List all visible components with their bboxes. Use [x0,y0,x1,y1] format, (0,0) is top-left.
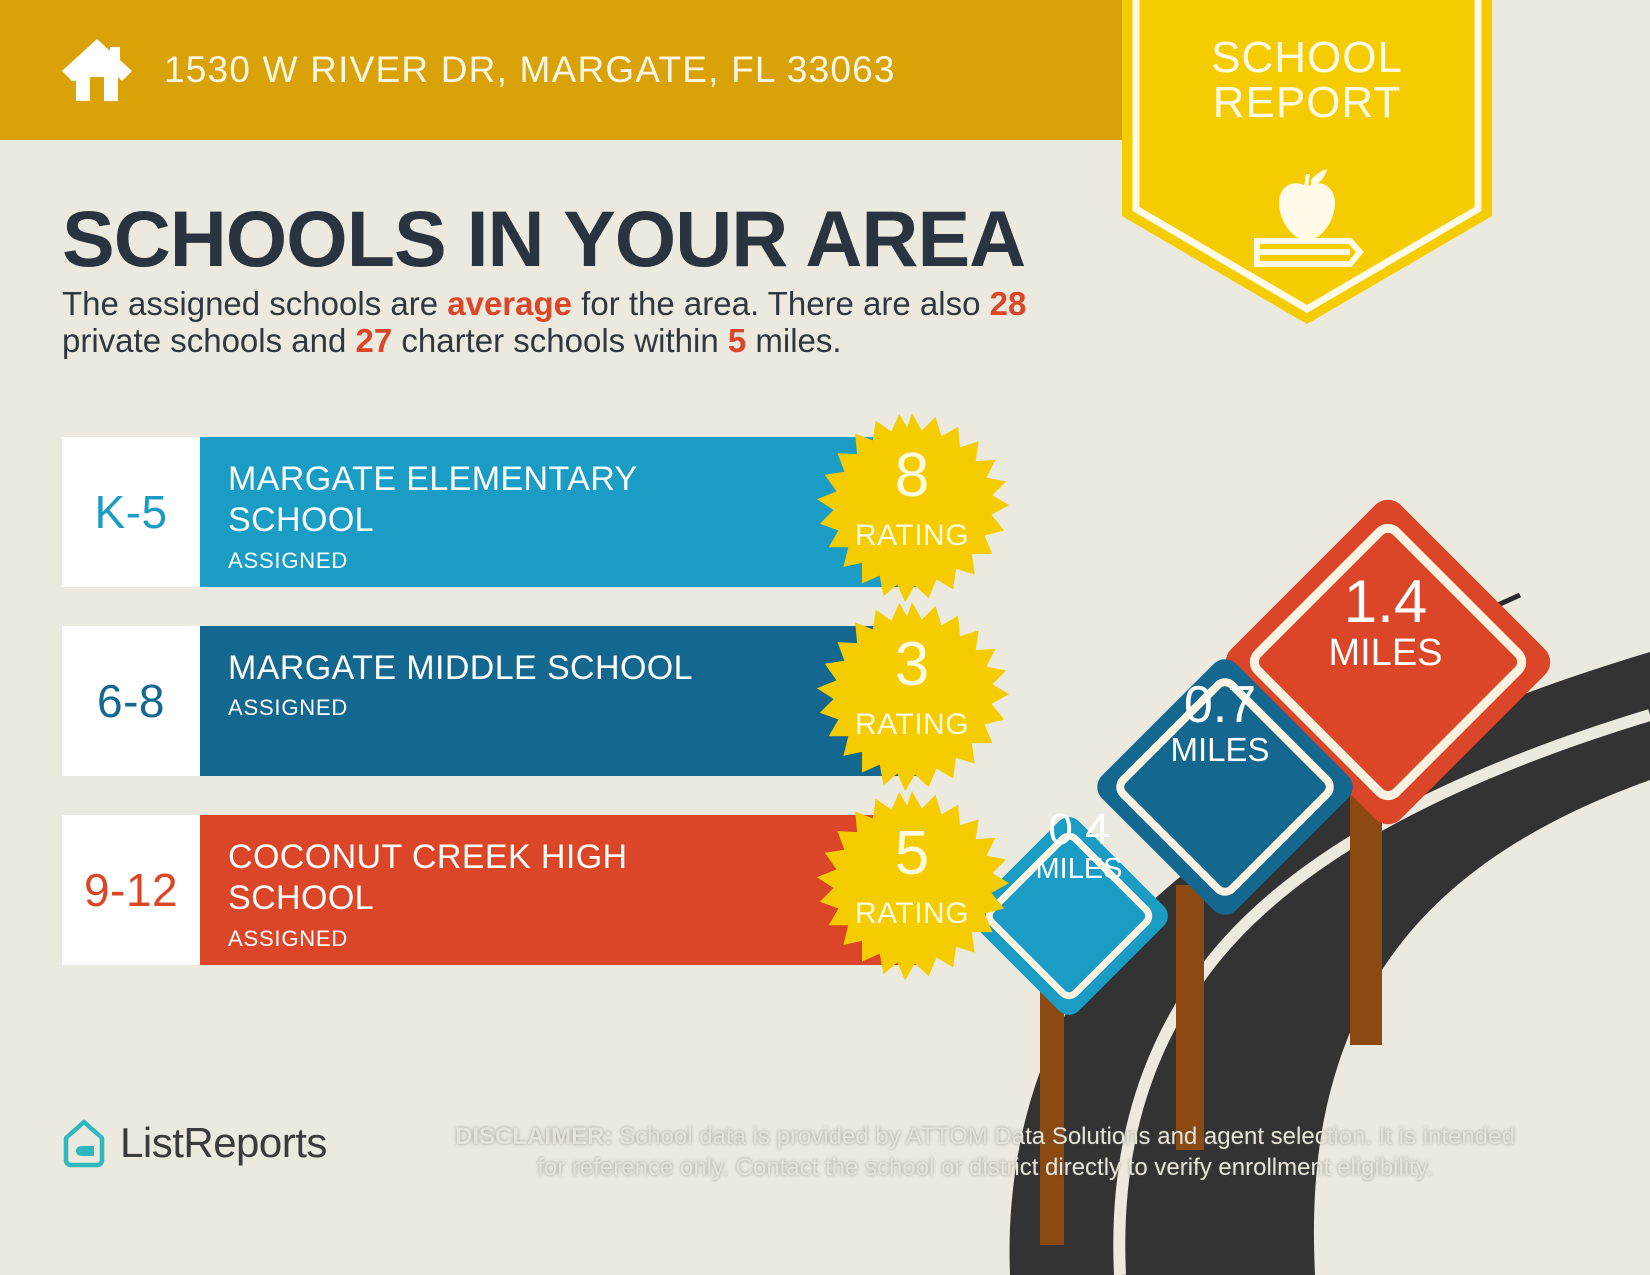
grade-card: K-5 [62,437,200,587]
school-status: ASSIGNED [228,695,349,721]
rating-starburst: 8 RATING [814,411,1010,607]
subtitle-highlight-radius: 5 [727,321,747,359]
grade-card: 9-12 [62,815,200,965]
school-name: MARGATE ELEMENTARY SCHOOL [228,460,637,540]
subtitle-part-1: The assigned schools are [62,285,448,322]
grade-label: 6-8 [97,675,165,727]
road-center-line [1113,709,1650,1275]
school-list: K-5 MARGATE ELEMENTARY SCHOOL ASSIGNED 8… [62,412,1010,1004]
grade-card: 6-8 [62,626,200,776]
page-title: SCHOOLS IN YOUR AREA [62,194,1026,283]
road-sign-0-4 [970,817,1168,1015]
badge-line-2: REPORT [1212,77,1402,127]
disclaimer-text: School data is provided by ATTOM Data So… [537,1123,1515,1181]
page-subtitle: The assigned schools are average for the… [62,285,1122,360]
badge-text: SCHOOL REPORT [1122,33,1492,127]
home-icon [62,39,132,101]
house-outline-icon [63,1119,105,1168]
starburst-shape [816,601,1010,792]
listreports-logo[interactable]: ListReports [62,1118,327,1168]
logo-wordmark: ListReports [120,1119,327,1166]
school-row[interactable]: 9-12 COCONUT CREEK HIGH SCHOOL ASSIGNED … [62,790,1010,981]
starburst-shape [816,412,1010,603]
rating-word: RATING [854,519,970,552]
subtitle-part-3: private schools and [62,321,356,359]
school-row[interactable]: 6-8 MARGATE MIDDLE SCHOOL ASSIGNED 3 RAT… [62,601,1010,792]
disclaimer-label: DISCLAIMER: [455,1123,613,1150]
apple-icon [1279,169,1335,240]
subtitle-part-5: miles. [746,321,842,359]
rating-starburst: 5 RATING [814,789,1010,985]
road-sign-0-7 [1097,659,1353,915]
rating-value: 5 [894,819,930,888]
rating-starburst: 3 RATING [814,600,1010,796]
school-body: MARGATE MIDDLE SCHOOL ASSIGNED [200,626,922,776]
school-status: ASSIGNED [228,925,349,951]
subtitle-highlight-private-count: 28 [989,285,1027,322]
school-row[interactable]: K-5 MARGATE ELEMENTARY SCHOOL ASSIGNED 8… [62,412,1010,603]
subtitle-highlight-average: average [447,285,572,322]
subtitle-highlight-charter-count: 27 [355,321,393,359]
sign-post-2 [1176,885,1204,1150]
badge-line-1: SCHOOL [1211,33,1403,82]
subtitle-part-4: charter schools within [392,321,728,359]
disclaimer: DISCLAIMER: School data is provided by A… [455,1122,1515,1183]
header-bar: 1530 W RIVER DR, MARGATE, FL 33063 [0,0,1186,140]
rating-value: 8 [894,441,930,510]
grade-label: 9-12 [83,864,179,916]
school-report-badge: SCHOOL REPORT [1122,0,1492,328]
rating-word: RATING [854,708,970,741]
grade-label: K-5 [94,486,168,538]
school-body: COCONUT CREEK HIGH SCHOOL ASSIGNED [200,815,922,965]
header-address: 1530 W RIVER DR, MARGATE, FL 33063 [164,49,896,90]
rating-value: 3 [894,630,930,699]
school-name: COCONUT CREEK HIGH SCHOOL [228,838,628,918]
book-icon [1254,238,1364,267]
subtitle-part-2: for the area. There are also [572,285,990,322]
road-path [1009,652,1650,1275]
school-status: ASSIGNED [228,547,349,573]
road-scene-svg [970,499,1650,1275]
starburst-shape [816,790,1010,981]
school-name: MARGATE MIDDLE SCHOOL [228,649,693,687]
rating-word: RATING [854,897,970,930]
sign-post-1 [1040,990,1064,1245]
school-body: MARGATE ELEMENTARY SCHOOL ASSIGNED [200,437,922,587]
badge-pennant-shape [1122,0,1492,324]
